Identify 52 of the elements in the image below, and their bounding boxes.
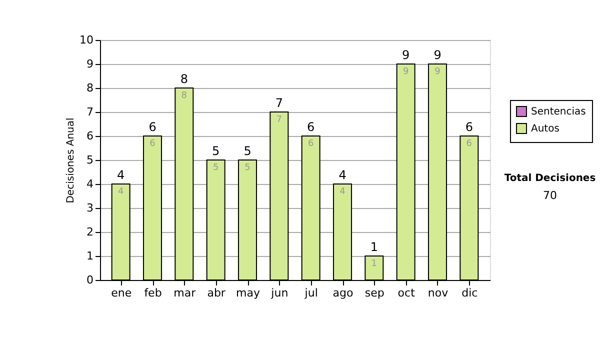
legend-label: Autos: [531, 124, 560, 134]
data-label: 4: [118, 187, 124, 197]
data-label: 4: [340, 187, 346, 197]
total-label: 6: [465, 120, 473, 134]
total-label: 5: [244, 144, 252, 158]
y-tick-label: 3: [86, 202, 94, 214]
x-tick-label: jun: [270, 286, 288, 300]
y-tick-label: 0: [86, 274, 94, 286]
y-tick-label: 9: [86, 58, 94, 70]
data-label: 8: [181, 91, 188, 101]
total-label: 6: [148, 120, 156, 134]
data-label: 6: [150, 139, 156, 149]
x-tick-label: oct: [398, 286, 416, 300]
y-tick-label: 1: [86, 250, 94, 262]
total-label: 1: [370, 240, 378, 254]
x-tick-label: nov: [428, 286, 449, 300]
data-label: 9: [434, 67, 441, 77]
data-label: 5: [244, 163, 250, 173]
x-tick-label: dic: [462, 286, 478, 300]
y-tick-label: 7: [86, 106, 94, 118]
x-tick-label: mar: [174, 286, 196, 300]
legend-label: Sentencias: [531, 106, 586, 118]
y-tick-label: 2: [86, 226, 94, 238]
x-tick-label: ene: [111, 286, 132, 300]
x-tick-label: jul: [304, 286, 318, 300]
x-tick-label: sep: [364, 286, 384, 300]
total-label: 4: [338, 168, 346, 182]
total-label: 6: [307, 120, 315, 134]
y-tick-label: 10: [80, 34, 94, 46]
y-axis-title: Decisiones Anual: [66, 118, 77, 204]
total-label: 9: [402, 48, 410, 62]
total-label: 7: [275, 96, 283, 110]
data-label: 5: [212, 163, 219, 173]
data-label: 9: [402, 67, 409, 77]
total-label: 9: [434, 48, 442, 62]
x-tick-label: abr: [207, 286, 226, 300]
y-tick-label: 6: [86, 130, 94, 142]
total-label: 4: [117, 168, 125, 182]
y-tick-label: 4: [86, 178, 94, 190]
y-tick-label: 5: [86, 154, 94, 166]
text: Total Decisiones: [504, 173, 596, 184]
total-label: 8: [180, 72, 188, 86]
text: 70: [543, 189, 557, 202]
data-label: 1: [371, 259, 378, 269]
x-tick-label: feb: [144, 286, 162, 300]
x-tick-label: ago: [332, 286, 354, 300]
total-label: 5: [212, 144, 220, 158]
x-tick-label: may: [236, 286, 260, 300]
data-label: 6: [466, 139, 472, 149]
y-tick-label: 8: [86, 82, 94, 94]
data-label: 6: [308, 139, 314, 149]
data-label: 7: [276, 115, 282, 125]
